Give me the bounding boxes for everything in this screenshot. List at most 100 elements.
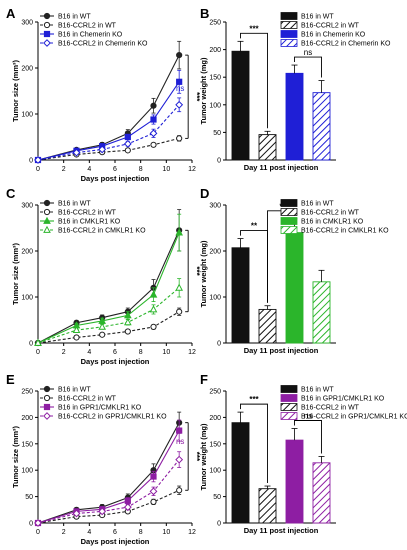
legend-item: B16 in WT (280, 199, 334, 208)
legend-item: B16-CCRL2 in GPR1/CMKLR1 KO (280, 412, 407, 421)
series-line (37, 311, 180, 344)
data-point (34, 156, 42, 164)
significance-label: *** (249, 24, 259, 33)
x-tick-label: 2 (62, 349, 66, 356)
legend-item: B16 in Chemerin KO (280, 30, 366, 39)
data-point (176, 52, 183, 59)
series-line (37, 489, 180, 524)
x-tick-label: 12 (188, 166, 196, 173)
legend-label: B16-CCRL2 in WT (58, 396, 117, 403)
bar (231, 247, 250, 344)
y-axis-label: Tumor size (mm³) (11, 426, 20, 488)
legend-label: B16 in GPR1/CMKLR1 KO (301, 396, 385, 403)
legend-item: B16-CCRL2 in WT (40, 394, 117, 403)
x-axis-label: Days post injection (81, 357, 150, 366)
legend-label: B16-CCRL2 in GPR1/CMKLR1 KO (301, 414, 407, 421)
y-tick-label: 200 (21, 415, 33, 422)
legend-label: B16-CCRL2 in Chemerin KO (301, 41, 391, 48)
x-tick-label: 8 (139, 349, 143, 356)
data-point (149, 487, 158, 496)
panel-letter: C (6, 186, 16, 201)
legend-label: B16 in WT (301, 387, 334, 394)
significance-bracket (240, 32, 268, 129)
legend-marker (43, 30, 51, 38)
y-tick-label: 100 (21, 112, 33, 119)
series-line (37, 137, 180, 161)
legend-swatch (280, 226, 298, 234)
legend-swatch (280, 12, 298, 20)
x-axis-label: Day 11 post injection (244, 526, 319, 535)
data-point (176, 135, 183, 142)
series-4 (34, 278, 184, 346)
series-line (37, 54, 180, 161)
bar (231, 50, 250, 161)
legend-label: B16 in CMKLR1 KO (301, 219, 364, 226)
panel-letter: F (200, 372, 208, 387)
y-axis-label: Tumor weight (mg) (199, 423, 208, 490)
x-axis-label: Day 11 post injection (244, 163, 319, 172)
significance-label: ns (304, 48, 312, 57)
y-tick-label: 200 (209, 249, 221, 256)
legend-item: B16 in WT (280, 385, 334, 394)
y-tick-label: 100 (209, 102, 221, 109)
series-1 (34, 411, 183, 527)
legend-marker (43, 385, 51, 393)
legend-marker (43, 403, 51, 411)
legend-label: B16 in WT (58, 387, 91, 394)
data-point (149, 305, 158, 313)
series-line (37, 104, 180, 161)
bar (312, 281, 331, 344)
data-point (34, 338, 42, 346)
legend-item: B16-CCRL2 in WT (280, 21, 360, 30)
data-point (98, 322, 107, 330)
x-tick-label: 0 (36, 529, 40, 536)
significance-label: ** (251, 222, 258, 231)
data-point (175, 455, 184, 464)
legend-item: B16-CCRL2 in Chemerin KO (40, 39, 148, 48)
legend-item: B16 in GPR1/CMKLR1 KO (280, 394, 385, 403)
data-point (175, 100, 184, 109)
data-point (150, 323, 157, 330)
x-tick-label: 0 (36, 166, 40, 173)
legend-marker (43, 208, 51, 216)
legend-item: B16-CCRL2 in WT (40, 21, 117, 30)
legend-label: B16 in Chemerin KO (58, 32, 123, 39)
panel-letter: B (200, 6, 209, 21)
legend-swatch (280, 412, 298, 420)
bar (258, 308, 277, 344)
panel-f: F 0 50 100 150 200 250 Day 11 post injection Tum… (199, 372, 407, 535)
significance-bracket (240, 403, 268, 484)
panel-e: E 0 50 100 150 200 250 0 2 4 6 8 10 12 Days post injec… (6, 372, 201, 546)
series-3 (34, 419, 183, 527)
data-point (150, 116, 157, 123)
y-tick-label: 100 (21, 468, 33, 475)
legend-swatch (280, 403, 298, 411)
data-point (175, 283, 184, 291)
legend-marker (43, 12, 51, 20)
data-point (99, 331, 106, 338)
y-tick-label: 300 (21, 20, 33, 27)
legend-label: B16 in WT (301, 201, 334, 208)
legend-item: B16-CCRL2 in CMKLR1 KO (280, 226, 389, 235)
legend-item: B16 in Chemerin KO (40, 30, 123, 39)
legend-swatch (280, 385, 298, 393)
legend-item: B16-CCRL2 in GPR1/CMKLR1 KO (40, 412, 167, 421)
y-tick-label: 200 (21, 66, 33, 73)
significance-bracket (294, 420, 322, 454)
y-tick-label: 0 (217, 158, 221, 165)
bar (285, 232, 304, 344)
data-point (123, 311, 132, 319)
x-tick-label: 10 (162, 166, 170, 173)
data-point (150, 473, 157, 480)
y-tick-label: 50 (25, 494, 33, 501)
data-point (150, 498, 157, 505)
legend-item: B16 in CMKLR1 KO (40, 216, 121, 226)
legend-label: B16 in WT (301, 14, 334, 21)
data-point (123, 318, 132, 326)
data-point (176, 487, 183, 494)
legend-swatch (280, 217, 298, 225)
legend-swatch (280, 30, 298, 38)
legend-item: B16 in WT (40, 385, 91, 394)
legend-item: B16-CCRL2 in Chemerin KO (280, 39, 391, 48)
